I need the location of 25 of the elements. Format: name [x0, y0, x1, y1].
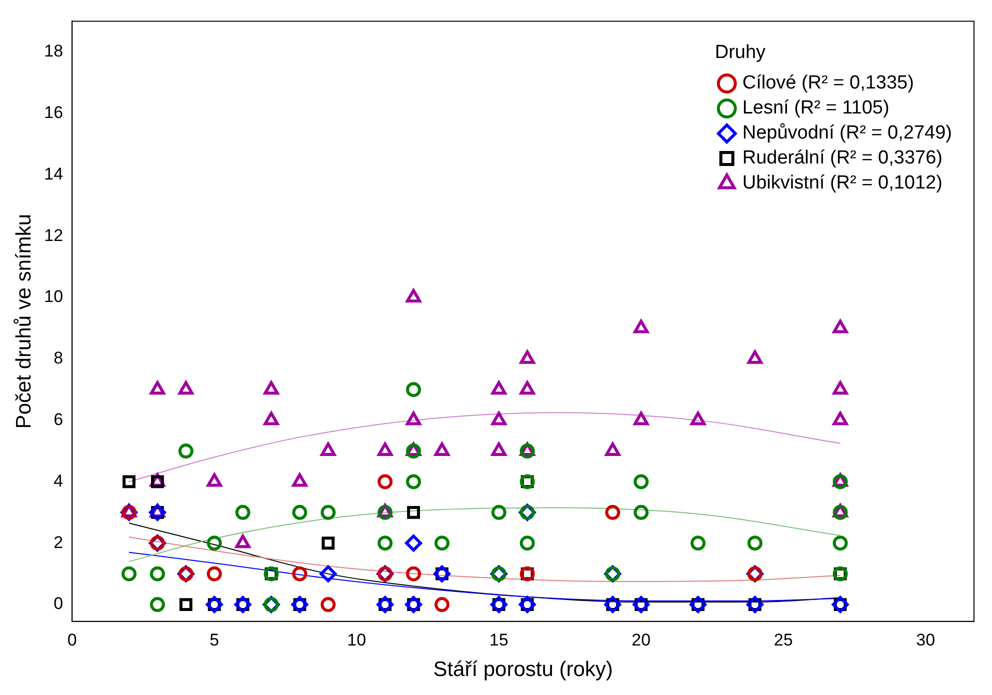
legend-label: Ruderální (R² = 0,3376) [742, 148, 942, 169]
x-tick-label: 25 [774, 630, 793, 650]
y-tick-label: 14 [44, 164, 64, 184]
y-tick-label: 10 [44, 287, 64, 306]
x-tick-label: 15 [489, 630, 508, 650]
y-axis-title: Počet druhů ve snímku [12, 214, 36, 429]
x-tick-label: 0 [67, 630, 77, 650]
y-tick-label: 8 [54, 348, 64, 368]
x-tick-label: 10 [347, 630, 366, 650]
y-tick-label: 16 [44, 102, 64, 122]
y-tick-label: 2 [54, 532, 64, 552]
y-tick-label: 4 [54, 471, 64, 490]
legend-label: Lesní (R² = 1105) [742, 98, 890, 119]
x-tick-label: 20 [632, 630, 651, 650]
legend-label: Nepůvodní (R² = 0,2749) [742, 122, 952, 144]
y-tick-label: 18 [44, 42, 64, 61]
legend-label: Ubikvistní (R² = 0,1012) [742, 172, 942, 194]
y-tick-label: 12 [44, 226, 64, 245]
legend-label: Cílové (R² = 0,1335) [742, 72, 914, 94]
x-tick-label: 30 [916, 630, 936, 650]
x-axis-title: Stáří porostu (roky) [433, 658, 613, 682]
legend-title: Druhy [714, 42, 766, 63]
y-tick-label: 0 [54, 594, 64, 614]
y-tick-label: 6 [54, 410, 64, 429]
x-tick-label: 5 [210, 630, 220, 650]
